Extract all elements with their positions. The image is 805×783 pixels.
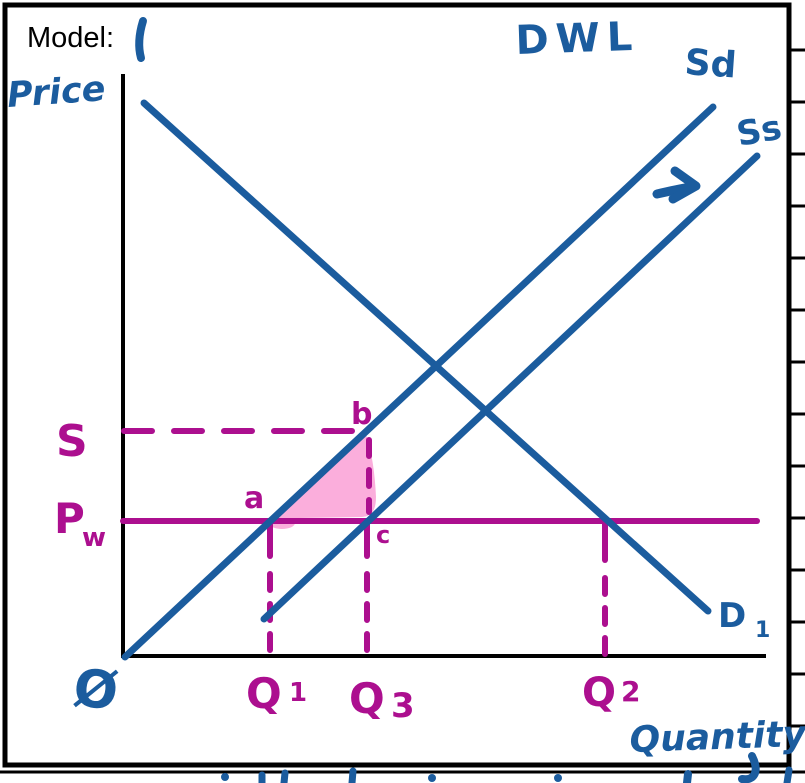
demand-label-sub: 1 [755,618,770,643]
q2-label-base: Q [582,670,616,716]
price-axis-label: Price [6,69,107,116]
supply-domestic-curve [121,103,717,661]
ruled-line-ticks [791,48,805,728]
dwl-label: DWL [515,14,640,64]
point-a-label: a [244,481,264,516]
q1-label-base: Q [246,669,282,718]
canvas-border [2,2,792,768]
q3-label-sub: 3 [391,686,415,726]
quantity-axis-label: Quantity [629,714,805,761]
q1-label-sub: 1 [289,678,307,708]
tariff-price-label: S [56,416,88,467]
world-price-label-base: P [54,494,85,543]
model-value-stroke [135,17,147,62]
q2-label-sub: 2 [621,675,640,708]
supply-domestic-label: Sd [683,42,737,87]
supply-shifted-curve [260,152,761,623]
demand-curve [140,99,712,615]
demand-label-base: D [718,596,746,636]
supply-shifted-label: Ss [734,108,785,155]
q3-label-base: Q [349,674,385,723]
world-price-label-sub: w [82,523,106,553]
point-b-label: b [351,397,372,432]
model-label: Model: [27,22,114,54]
origin-label: Ø [71,658,121,722]
shift-right-arrow-icon [652,166,701,204]
cutoff-handwriting-strokes [221,752,793,783]
point-c-label: c [376,521,390,549]
